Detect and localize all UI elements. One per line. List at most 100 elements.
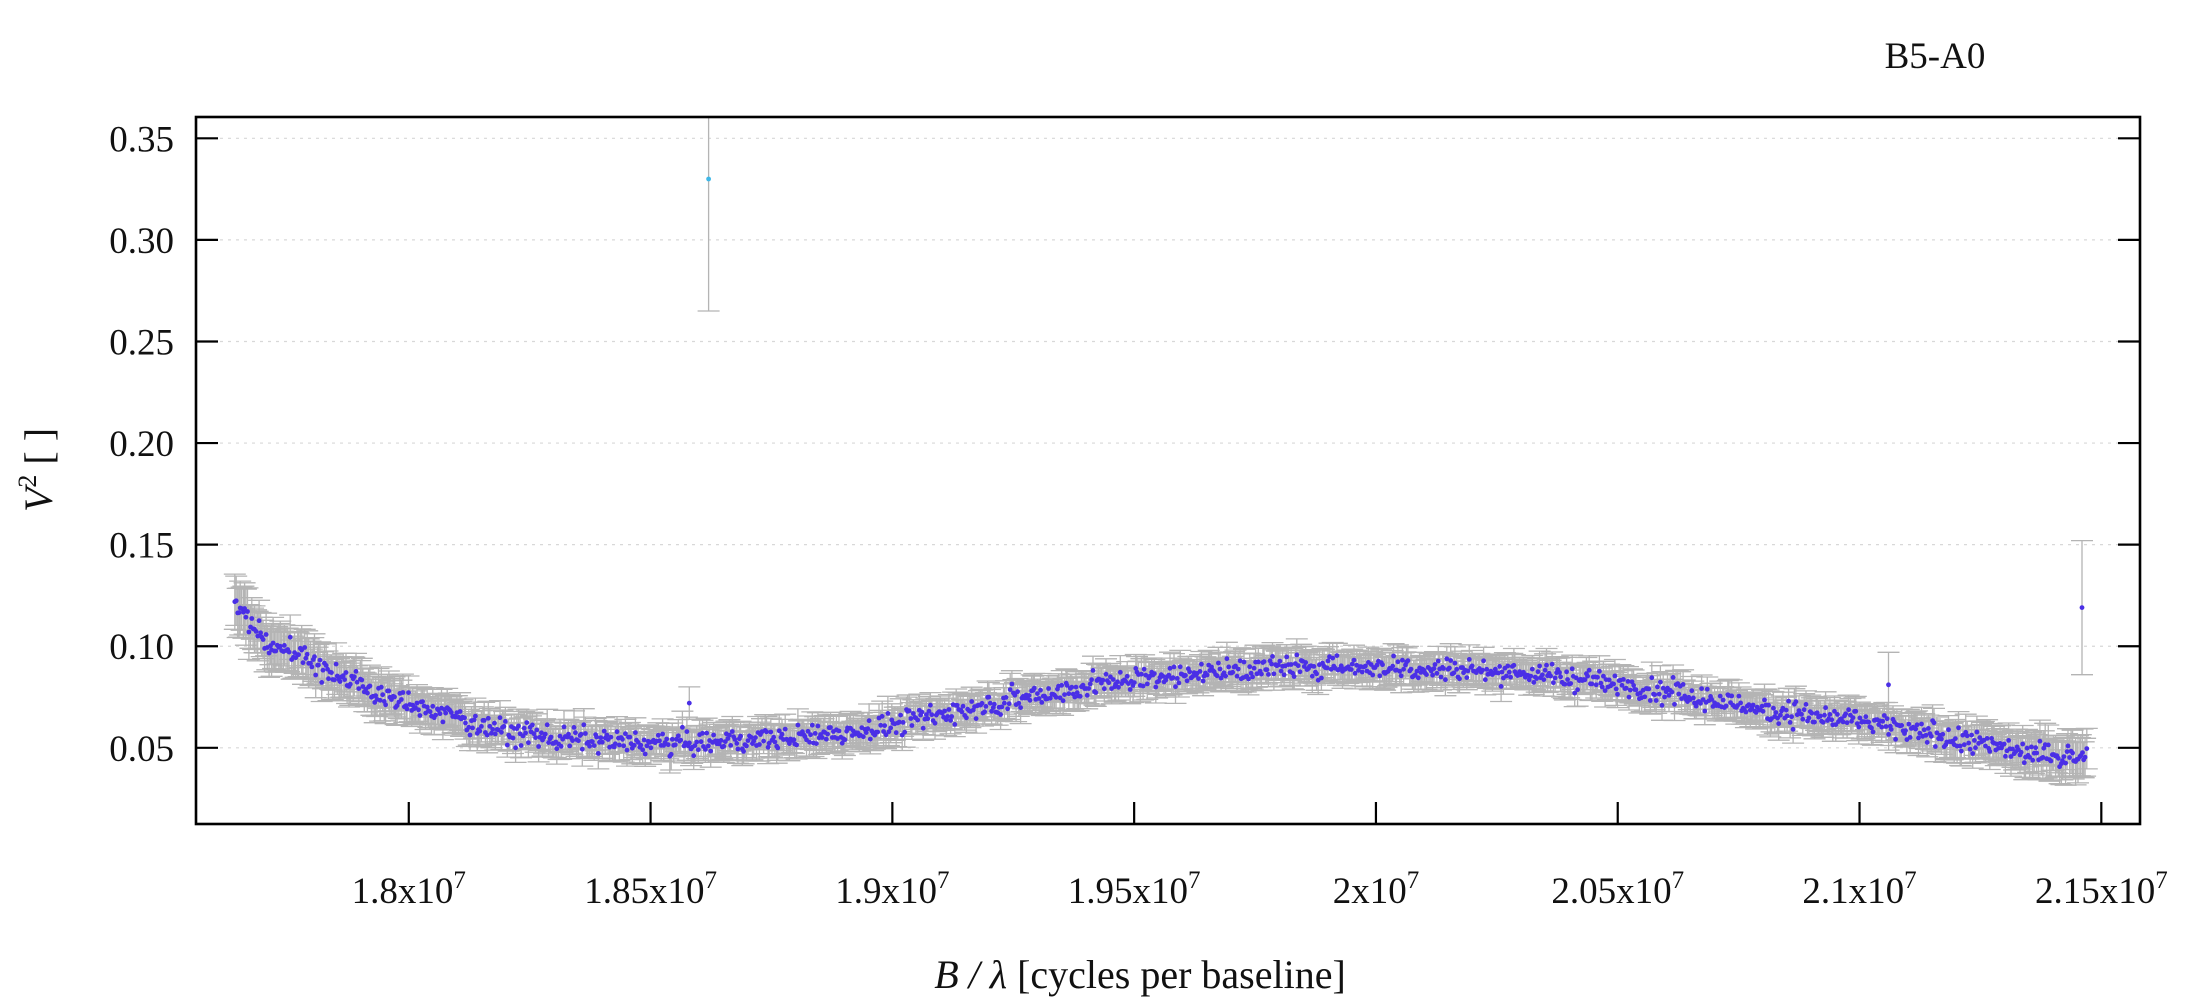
data-point [1451,670,1457,676]
data-point [669,736,675,742]
x-tick-mantissa: 1.95x10 [1068,871,1188,912]
data-point [2020,741,2026,747]
data-point [1277,658,1283,664]
data-point [612,741,618,747]
data-point [1870,729,1876,735]
x-tick-label: 2.15x107 [2035,867,2168,912]
data-point [1977,735,1983,740]
data-point [427,709,433,715]
data-point [399,697,404,702]
data-point [704,730,710,736]
data-point [1786,698,1791,704]
data-point [245,609,250,614]
data-point [1793,699,1799,705]
data-point [1380,662,1385,668]
data-point [902,729,908,735]
data-point [1012,692,1018,698]
x-tick-mantissa: 1.85x10 [584,871,704,912]
data-point [1415,675,1421,681]
data-point [567,743,573,749]
x-tick-exponent: 7 [1672,867,1685,894]
data-point [819,735,825,740]
data-point [1250,674,1255,680]
data-point [1613,686,1619,692]
data-point [1412,672,1418,678]
data-point [924,712,929,717]
data-point [351,674,357,680]
data-point [1939,736,1944,742]
data-point [1324,665,1330,671]
data-point [795,722,801,728]
data-point [687,740,692,746]
data-point [1349,661,1355,667]
x-tick-mantissa: 1.8x10 [352,871,454,912]
data-point [1542,667,1548,673]
data-point [920,725,926,731]
data-point [373,693,379,698]
data-point [1923,732,1929,738]
data-point [865,726,871,732]
data-point [1966,740,1972,746]
y-axis-title: V2 [ ] [13,428,61,512]
data-point [1642,694,1648,700]
data-point [1924,740,1930,745]
data-point [1759,703,1765,709]
data-point [270,640,276,646]
data-point [729,729,735,734]
data-point [1084,692,1090,698]
data-point [1511,662,1517,668]
data-point [1124,673,1130,679]
data-point [1441,666,1446,671]
data-point [1773,710,1779,715]
data-point [1946,727,1951,733]
data-point [883,732,889,738]
data-point [620,736,625,742]
data-point [2055,755,2061,761]
data-point [1424,672,1429,677]
data-point [253,629,259,634]
data-point [1565,677,1570,682]
data-point [1398,673,1404,679]
data-point [1886,682,1891,688]
data-point [516,723,521,729]
data-point [738,733,743,739]
data-point [945,714,950,719]
data-point [1007,687,1013,692]
data-point [1046,686,1051,691]
data-point [1090,668,1096,673]
data-point [1278,668,1284,674]
data-point [1481,658,1486,664]
data-point [987,700,993,706]
data-point [1823,705,1828,711]
data-point [329,670,334,675]
data-point [794,742,799,748]
data-point [964,715,969,721]
data-point [448,710,454,715]
data-point [698,739,704,745]
data-point [631,742,637,748]
data-point [1163,677,1169,683]
data-point [932,720,938,726]
data-point [1401,666,1406,672]
data-point [992,701,997,707]
data-point [463,720,468,726]
x-axis-title: B / λ [cycles per baseline] [934,952,1346,997]
data-point [1931,720,1937,726]
data-point [2084,746,2090,751]
data-point [1655,684,1660,690]
y-tick-label: 0.20 [109,424,174,465]
data-point [1627,687,1633,693]
x-tick-exponent: 7 [1904,867,1917,894]
data-point [1139,671,1144,677]
data-point [624,747,630,753]
data-point [621,743,627,749]
data-point [1729,693,1735,699]
data-point [1629,679,1635,685]
data-point [1820,719,1826,725]
data-point [764,729,769,735]
data-point [1799,711,1804,717]
data-point [1717,693,1723,699]
data-point [1884,716,1890,722]
data-point [812,731,818,736]
data-point [386,688,392,694]
